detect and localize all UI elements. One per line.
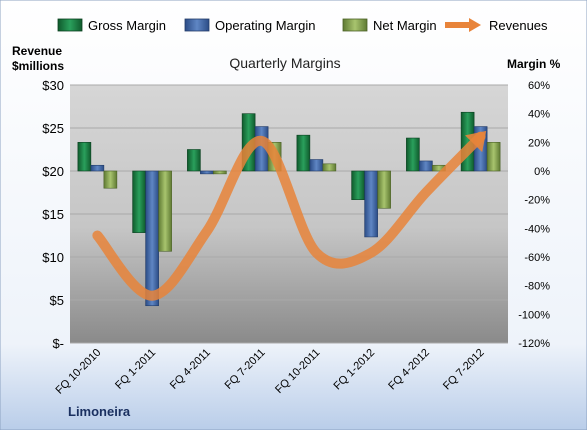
operating-margin-bar xyxy=(91,165,104,171)
right-tick-label: -40% xyxy=(524,223,550,235)
gross-margin-bar xyxy=(78,142,91,171)
operating-margin-bar xyxy=(419,161,432,171)
legend-label: Gross Margin xyxy=(88,18,166,33)
right-tick-label: -60% xyxy=(524,252,550,264)
gross-margin-bar xyxy=(133,171,146,233)
left-axis-label-line2: $millions xyxy=(12,59,64,73)
net-margin-bar xyxy=(323,164,336,171)
gross-margin-bar xyxy=(187,150,200,172)
left-axis-label-line1: Revenue xyxy=(12,44,62,58)
operating-margin-bar xyxy=(200,171,213,174)
left-tick-label: $15 xyxy=(42,207,64,222)
gross-margin-bar xyxy=(352,171,365,200)
company-label: Limoneira xyxy=(68,404,131,419)
gross-margin-bar xyxy=(406,138,419,171)
right-axis-label: Margin % xyxy=(507,57,561,71)
left-tick-label: $- xyxy=(52,336,64,351)
legend-swatch xyxy=(185,19,209,31)
net-margin-bar xyxy=(487,142,500,171)
left-tick-label: $5 xyxy=(50,293,64,308)
legend-label: Net Margin xyxy=(373,18,437,33)
left-tick-label: $10 xyxy=(42,250,64,265)
left-tick-label: $25 xyxy=(42,121,64,136)
legend-label: Operating Margin xyxy=(215,18,315,33)
net-margin-bar xyxy=(104,171,117,188)
net-margin-bar xyxy=(213,171,226,174)
gross-margin-bar xyxy=(297,135,310,171)
right-tick-label: -120% xyxy=(518,338,550,350)
operating-margin-bar xyxy=(365,171,378,237)
left-tick-label: $30 xyxy=(42,78,64,93)
net-margin-bar xyxy=(159,171,172,251)
left-tick-label: $20 xyxy=(42,164,64,179)
right-tick-label: -100% xyxy=(518,309,550,321)
chart-title: Quarterly Margins xyxy=(229,55,340,71)
net-margin-bar xyxy=(378,171,391,208)
right-tick-label: 60% xyxy=(528,80,550,92)
operating-margin-bar xyxy=(310,160,323,171)
legend-label: Revenues xyxy=(489,18,548,33)
right-tick-label: -20% xyxy=(524,195,550,207)
right-tick-label: -80% xyxy=(524,281,550,293)
right-tick-label: 20% xyxy=(528,137,550,149)
operating-margin-bar xyxy=(146,171,159,306)
legend-swatch xyxy=(58,19,82,31)
right-tick-label: 40% xyxy=(528,109,550,121)
legend-swatch xyxy=(343,19,367,31)
right-tick-label: 0% xyxy=(534,166,550,178)
